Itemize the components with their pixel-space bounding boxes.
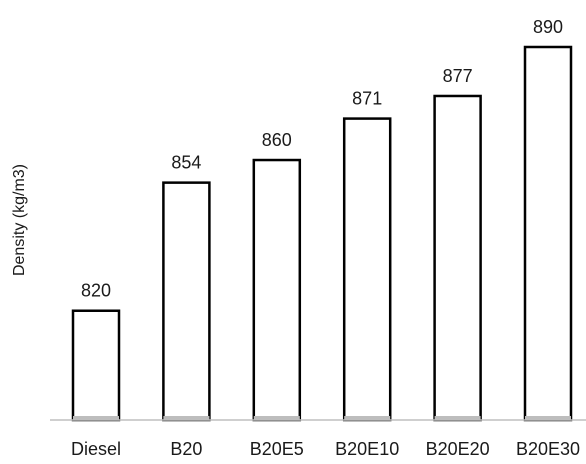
bar-diesel <box>71 309 121 422</box>
x-tick-label-b20e30: B20E30 <box>516 439 580 459</box>
bars-layer <box>71 45 573 422</box>
data-label-b20: 854 <box>171 153 201 173</box>
y-axis-title: Density (kg/m3) <box>11 164 28 276</box>
bar-b20e30 <box>523 45 573 422</box>
bar-b20e20 <box>433 94 482 422</box>
bar-b20e5 <box>252 158 302 422</box>
x-tick-label-b20e10: B20E10 <box>335 439 399 459</box>
data-label-b20e5: 860 <box>262 130 292 150</box>
x-tick-labels: Diesel B20 B20E5 B20E10 B20E20 B20E30 <box>71 439 580 459</box>
x-tick-label-b20e5: B20E5 <box>250 439 304 459</box>
bar-base-shade <box>434 416 481 420</box>
x-tick-label-b20e20: B20E20 <box>426 439 490 459</box>
bar-base-shade <box>73 416 119 420</box>
data-label-b20e30: 890 <box>533 17 563 37</box>
x-tick-label-b20: B20 <box>170 439 202 459</box>
bar-b20e10 <box>342 117 392 422</box>
bar-base-shade <box>344 416 391 420</box>
bar-base-shade <box>253 416 300 420</box>
data-label-b20e10: 871 <box>352 89 382 109</box>
bar-b20 <box>162 181 211 422</box>
data-label-b20e20: 877 <box>443 66 473 86</box>
bar-base-shade <box>525 416 571 420</box>
x-tick-label-diesel: Diesel <box>71 439 121 459</box>
bar-base-shade <box>163 416 210 420</box>
labels-layer: 820 854 860 871 877 890 <box>81 17 563 301</box>
data-label-diesel: 820 <box>81 281 111 301</box>
